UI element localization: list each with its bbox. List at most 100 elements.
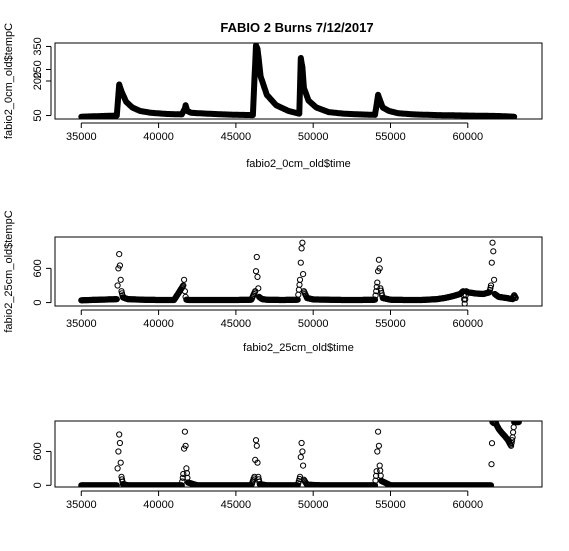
data-point [487,482,495,487]
data-point [371,296,379,303]
x-tick-label: 35000 [66,318,97,330]
data-point [297,259,304,266]
y-tick-label: 50 [32,109,44,121]
data-point [373,283,380,290]
x-tick-label: 55000 [375,131,406,143]
data-point [181,276,188,283]
x-tick-label: 40000 [143,499,174,511]
data-point [512,294,519,302]
data-point [375,428,382,435]
data-point [117,459,124,466]
data-point [375,256,382,263]
data-point [296,281,303,288]
data-point [300,271,307,278]
x-axis-label: fabio2_0cm_old$time [246,158,351,170]
data-point [299,448,306,455]
data-point [115,448,122,455]
x-tick-label: 40000 [143,131,174,143]
data-point [374,448,381,455]
data-point [491,276,498,283]
data-point [178,482,185,487]
data-point [252,437,260,444]
data-point [374,279,381,286]
data-point [489,239,496,246]
data-layer [78,239,519,306]
x-tick-label: 40000 [143,318,174,330]
data-point [115,265,122,272]
x-tick-label: 50000 [298,318,329,330]
data-point [488,461,495,468]
data-point [116,262,124,269]
y-tick-label: 600 [32,259,44,277]
data-point [181,428,188,435]
data-point [375,442,382,449]
data-point [376,462,383,469]
x-tick-label: 60000 [452,131,483,143]
data-point [116,439,124,447]
data-point [515,421,522,426]
x-axis-label: fabio2_25cm_old$time [243,342,354,354]
data-point [296,276,304,283]
data-point [295,291,302,298]
data-point [181,288,188,295]
plot-frame [54,236,543,307]
data-point [487,282,495,289]
data-point [488,440,496,447]
x-tick-label: 55000 [375,499,406,511]
x-tick-label: 45000 [221,499,252,511]
data-point [114,282,121,289]
data-point [508,442,515,449]
panel-25cm: 35000 40000 45000 50000 55000 60000 0 600 fabio2… [3,210,543,354]
data-point [376,265,383,272]
data-point [299,239,306,246]
data-point [372,292,379,299]
data-point [295,286,302,293]
data-point [298,245,305,252]
data-point [255,285,262,292]
data-point [113,482,120,487]
x-tick-label: 45000 [221,318,252,330]
data-point [253,253,260,261]
data-point [179,478,186,485]
data-point [254,273,261,280]
y-tick-label: 200 [32,72,44,90]
data-point [180,282,187,289]
data-point [116,431,123,438]
data-layer [78,421,522,487]
data-layer [78,43,518,119]
data-point [298,439,305,447]
data-point [297,454,304,461]
series-line [78,43,518,119]
data-point [113,296,120,303]
data-point [490,248,497,255]
data-point [487,284,494,291]
figure-title: FABIO 2 Burns 7/12/2017 [220,20,373,35]
x-tick-label: 45000 [221,131,252,143]
data-point [254,459,261,466]
x-tick-label: 50000 [298,131,329,143]
x-tick-label: 55000 [375,318,406,330]
y-axis-label: fabio2_0cm_old$tempC [3,23,15,139]
y-tick-label: 0 [32,482,44,488]
data-point [300,462,307,469]
data-point [252,268,260,275]
data-point [509,429,517,436]
x-tick-label: 60000 [452,499,483,511]
data-point [117,276,124,283]
x-tick-label: 60000 [452,318,483,330]
x-tick-label: 35000 [66,499,97,511]
data-point [461,300,468,306]
data-point [510,424,517,431]
data-point [180,470,187,478]
data-point [508,437,516,444]
data-point [179,474,186,481]
data-point [508,439,515,447]
data-point [116,251,123,258]
data-point [373,468,380,475]
data-point [182,442,189,449]
y-tick-label: 600 [32,442,44,460]
y-tick-label: 350 [32,37,44,55]
y-tick-label: 250 [32,60,44,78]
